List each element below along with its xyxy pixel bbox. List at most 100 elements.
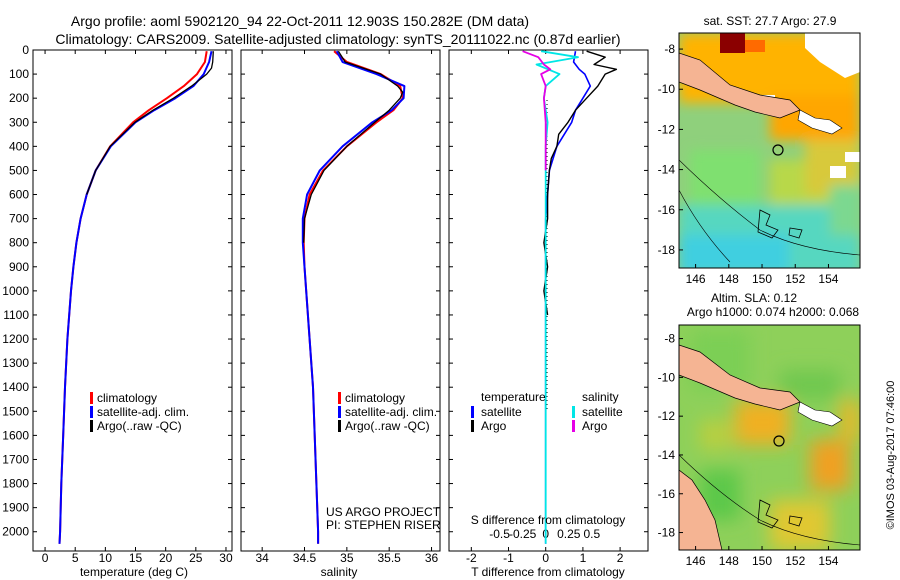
depth-tick-label: 800	[9, 236, 29, 250]
depth-tick-label: 1900	[2, 501, 29, 515]
map-lat-label: -16	[658, 487, 676, 501]
x2-tick-label: 0.25	[557, 527, 581, 541]
depth-tick-label: 100	[9, 67, 29, 81]
x-tick-label: 25	[189, 551, 203, 565]
legend-label-argo: Argo(..raw -QC)	[345, 419, 430, 433]
sst-map-axes: 146 148 150 152 154 -8 -10 -12 -14 -16 -18	[658, 42, 839, 286]
temperature-satellite-line	[58, 50, 213, 544]
map-lon-label: 150	[752, 554, 772, 568]
map-lat-label: -14	[658, 448, 676, 462]
depth-tick-label: 200	[9, 91, 29, 105]
legend-label-sal-satellite: satellite	[582, 405, 623, 419]
figure-title-line2: Climatology: CARS2009. Satellite-adjuste…	[55, 31, 620, 47]
depth-tick-label: 300	[9, 115, 29, 129]
salinity-legend: climatology satellite-adj. clim. Argo(..…	[338, 391, 437, 433]
salinity-satellite-line	[301, 50, 406, 544]
depth-tick-label: 700	[9, 212, 29, 226]
legend-swatch-satellite	[90, 406, 93, 418]
legend-label-climatology: climatology	[97, 391, 157, 405]
sla-map-frame	[678, 324, 861, 551]
map-lon-label: 146	[686, 272, 706, 286]
legend-swatch-argo	[338, 420, 341, 432]
depth-tick-label: 2000	[2, 525, 29, 539]
x-tick-label: 0	[42, 551, 49, 565]
depth-tick-label: 400	[9, 139, 29, 153]
sst-argo-float-marker	[772, 144, 784, 156]
map-lon-label: 154	[818, 554, 838, 568]
depth-tick-label: 1800	[2, 477, 29, 491]
map-lat-label: -8	[664, 42, 675, 56]
x-tick-label: 0	[542, 551, 549, 565]
x-tick-label: 20	[159, 551, 173, 565]
salinity-climatology-line	[302, 50, 404, 544]
map-lon-label: 152	[785, 272, 805, 286]
depth-tick-label: 1600	[2, 428, 29, 442]
depth-tick-label: 500	[9, 163, 29, 177]
figure-title-line1: Argo profile: aoml 5902120_94 22-Oct-201…	[71, 13, 529, 29]
legend-temperature-heading: temperature	[481, 390, 546, 404]
x-tick-label: -2	[466, 551, 477, 565]
depth-tick-label: 600	[9, 188, 29, 202]
depth-tick-label: 0	[22, 43, 29, 57]
x-tick-label: 10	[99, 551, 113, 565]
temperature-x-axis: 0 5 10 15 20 25 30	[42, 50, 233, 565]
map-lat-label: -12	[658, 409, 676, 423]
legend-label-climatology: climatology	[345, 391, 405, 405]
temp-diff-satellite-line	[544, 51, 592, 544]
salinity-x-axis: 34 34.5 35 35.5 36	[255, 50, 439, 565]
x-tick-label: 5	[72, 551, 79, 565]
sst-map-title: sat. SST: 27.7 Argo: 27.9	[704, 14, 837, 28]
salinity-x-label: salinity	[321, 565, 358, 579]
sla-map-title-line2: Argo h1000: 0.074 h2000: 0.068	[687, 305, 859, 319]
x-tick-label: 35	[340, 551, 354, 565]
depth-tick-label: 1300	[2, 356, 29, 370]
difference-panel: -2 -1 0 1 2 -0.5 -0.25 0 0.25 0.5 temperature sa…	[448, 49, 649, 579]
legend-label-satellite: satellite-adj. clim.	[345, 405, 437, 419]
map-lon-label: 150	[752, 272, 772, 286]
sla-map-title-line1: Altim. SLA: 0.12	[711, 291, 797, 305]
x2-tick-label: -0.5	[489, 527, 510, 541]
depth-tick-label: 1400	[2, 380, 29, 394]
map-lon-label: 148	[719, 554, 739, 568]
map-lat-label: -14	[658, 163, 676, 177]
legend-label-sal-argo: Argo	[582, 419, 608, 433]
map-lon-label: 152	[785, 554, 805, 568]
pi-label: PI: STEPHEN RISER	[326, 518, 441, 532]
map-lat-label: -10	[658, 370, 676, 384]
legend-salinity-heading: salinity	[582, 390, 619, 404]
sst-heatmap	[679, 33, 860, 268]
imos-credit: ©IMOS 03-Aug-2017 07:46:00	[885, 381, 897, 530]
legend-label-temp-satellite: satellite	[481, 405, 522, 419]
temperature-panel: 0100200300400500600700800900100011001200…	[2, 43, 233, 579]
t-difference-x-label: T difference from climatology	[471, 565, 625, 579]
legend-label-satellite: satellite-adj. clim.	[97, 405, 189, 419]
map-lat-label: -8	[664, 332, 675, 346]
depth-tick-label: 900	[9, 260, 29, 274]
x-tick-label: 30	[219, 551, 233, 565]
temperature-argo-line	[86, 51, 214, 195]
depth-tick-label: 1500	[2, 404, 29, 418]
x2-tick-label: 0.5	[583, 527, 600, 541]
depth-axis: 0 100 200 300 400 500 600 700 800 900 1000 1100 1200…	[2, 43, 232, 539]
x-tick-label: 34.5	[293, 551, 317, 565]
temperature-legend: climatology satellite-adj. clim. Argo(..…	[90, 391, 189, 433]
legend-swatch-temp-argo	[471, 420, 474, 432]
difference-axes-box	[448, 49, 649, 552]
legend-swatch-temp-satellite	[471, 406, 474, 418]
legend-swatch-sal-satellite	[572, 406, 575, 418]
sst-map-frame	[678, 32, 861, 269]
map-lat-label: -16	[658, 203, 676, 217]
sst-map-panel: sat. SST: 27.7 Argo: 27.9	[658, 14, 861, 286]
legend-swatch-satellite	[338, 406, 341, 418]
x-tick-label: -1	[503, 551, 514, 565]
map-lat-label: -12	[658, 122, 676, 136]
map-lat-label: -10	[658, 82, 676, 96]
s-difference-x-label: S difference from climatology	[471, 513, 626, 527]
depth-tick-label: 1700	[2, 452, 29, 466]
depth-tick-label: 1200	[2, 332, 29, 346]
difference-legend: temperature satellite Argo salinity sate…	[471, 390, 623, 433]
sla-heatmap	[679, 325, 860, 550]
x2-tick-label: -0.25	[509, 527, 537, 541]
legend-swatch-climatology	[338, 392, 341, 404]
legend-label-argo: Argo(..raw -QC)	[97, 419, 182, 433]
